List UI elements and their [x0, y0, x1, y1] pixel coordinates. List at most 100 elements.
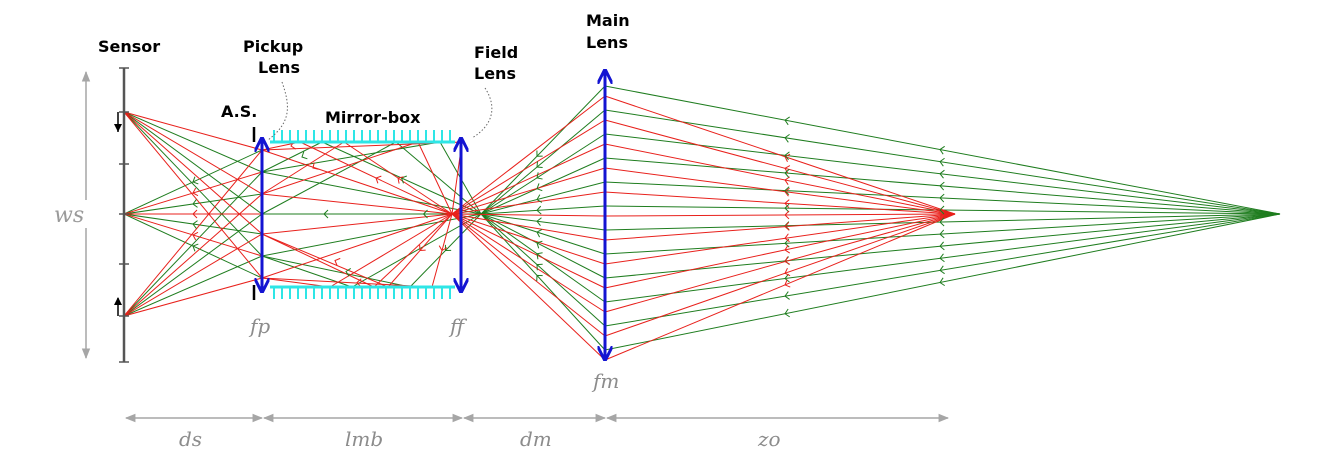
sensor-label: Sensor	[98, 37, 160, 56]
green-ray	[480, 213, 606, 279]
ray-arrow-tick	[536, 217, 542, 227]
red-ray	[451, 213, 606, 217]
sensor-edge-arrows	[114, 112, 122, 316]
ray-direction-ticks	[192, 116, 945, 318]
green-ray	[480, 133, 606, 215]
green-ray	[480, 213, 606, 327]
ray-arrow-tick	[784, 210, 790, 220]
green-ray	[604, 213, 1281, 279]
ray-arrow-tick	[939, 229, 945, 239]
green-ray	[480, 213, 606, 255]
red-ray	[261, 193, 453, 215]
ws-label: ws	[54, 203, 84, 228]
green-ray	[604, 157, 1281, 215]
green-ray	[480, 109, 606, 215]
ray-arrow-tick	[939, 277, 945, 287]
ray-arrow-tick	[784, 151, 790, 161]
green-ray	[604, 213, 1281, 231]
green-ray	[604, 133, 1281, 215]
ray-arrow-tick	[939, 241, 945, 251]
red-ray	[451, 191, 606, 215]
green-ray	[261, 171, 482, 215]
ray-arrow-tick	[784, 279, 791, 288]
red-ray	[373, 213, 453, 288]
ray-arrow-tick	[784, 233, 790, 243]
ray-arrow-tick	[939, 181, 945, 191]
red-ray	[604, 213, 956, 361]
ray-arrow-tick	[192, 243, 199, 252]
ray-arrow-tick	[784, 168, 790, 178]
red-ray	[451, 213, 606, 265]
red-ray	[261, 233, 389, 288]
red-ray	[123, 233, 263, 317]
ray-arrow-tick	[784, 116, 790, 126]
ray-arrow-tick	[784, 267, 791, 277]
red-ray	[604, 213, 956, 337]
ray-arrow-tick	[397, 176, 404, 184]
red-ray	[123, 111, 263, 151]
red-ray	[329, 213, 453, 288]
red-ray	[451, 167, 606, 215]
ray-arrow-tick	[536, 252, 543, 260]
fm-label: fm	[591, 369, 619, 393]
ray-arrow-tick	[192, 199, 198, 208]
red-ray	[261, 141, 419, 195]
ray-arrow-tick	[536, 150, 543, 157]
lmb-label: lmb	[345, 427, 383, 451]
mirror-bottom-hatching	[273, 287, 451, 299]
red-ray	[261, 233, 375, 288]
ray-arrow-tick	[345, 267, 352, 277]
ray-arrow-tick	[784, 308, 790, 318]
ray-arrow-tick	[536, 205, 542, 215]
ray-arrow-tick	[192, 220, 198, 229]
ray-arrow-tick	[939, 265, 945, 275]
red-ray-bundle	[123, 95, 956, 361]
ray-arrow-tick	[536, 161, 543, 169]
green-ray	[261, 141, 323, 173]
green-ray	[123, 111, 263, 257]
red-ray	[451, 95, 606, 215]
red-ray	[451, 213, 606, 289]
green-ray	[261, 255, 411, 288]
ray-arrow-tick	[536, 263, 543, 271]
red-ray	[604, 191, 956, 215]
green-ray	[480, 205, 606, 215]
field-lens-label-line1: Field	[474, 43, 518, 62]
red-ray	[604, 119, 956, 215]
green-ray	[480, 157, 606, 215]
ray-arrow-tick	[536, 172, 543, 180]
green-ray	[123, 255, 263, 317]
dm-label: dm	[520, 427, 552, 451]
sensor-ticks	[119, 67, 129, 363]
ray-arrow-tick	[422, 209, 428, 219]
red-ray	[451, 119, 606, 215]
green-ray	[604, 213, 1281, 255]
ray-arrow-tick	[784, 153, 791, 162]
ray-arrow-tick	[784, 273, 790, 283]
red-ray	[604, 95, 956, 215]
red-ray	[604, 213, 956, 289]
pickup-lens-label-line1: Pickup	[243, 37, 303, 56]
ray-arrow-tick	[536, 194, 543, 203]
ray-arrow-tick	[536, 183, 543, 192]
red-ray	[451, 213, 606, 361]
ray-arrow-tick	[375, 175, 382, 184]
red-ray	[123, 149, 263, 317]
red-ray	[604, 213, 956, 241]
zo-label: zo	[757, 427, 781, 451]
ray-arrow-tick	[784, 187, 790, 197]
red-ray	[417, 141, 453, 215]
green-ray	[395, 141, 482, 215]
red-ray	[123, 277, 263, 317]
ray-arrow-tick	[939, 205, 945, 215]
red-ray	[604, 213, 956, 313]
green-ray	[123, 171, 263, 317]
ray-arrow-tick	[192, 209, 198, 219]
green-ray	[480, 213, 606, 231]
red-ray	[261, 213, 453, 235]
ray-arrow-tick	[536, 240, 543, 249]
red-ray	[123, 111, 263, 195]
green-ray	[604, 181, 1281, 215]
fp-label: fp	[248, 314, 270, 338]
